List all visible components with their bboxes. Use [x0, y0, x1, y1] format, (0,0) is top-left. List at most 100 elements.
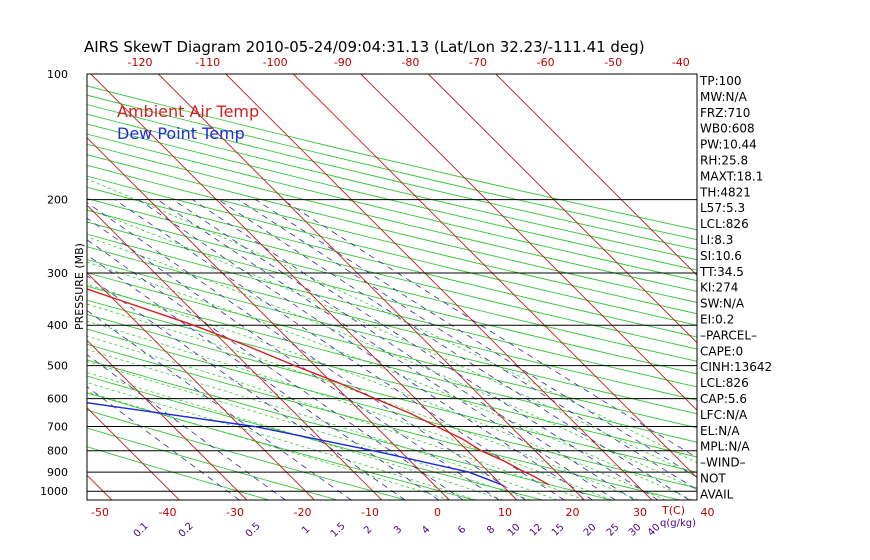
top-temp-tick-label: -50: [604, 56, 622, 69]
pressure-tick-label: 900: [47, 466, 68, 479]
isotherm-line: [87, 272, 315, 500]
mixing-ratio-line: [87, 275, 406, 500]
dry-adiabat-line: [87, 392, 475, 500]
index-item: EL:N/A: [700, 424, 740, 438]
index-item: TH:4821: [699, 185, 751, 199]
mixing-ratio-line: [114, 199, 565, 500]
moist-adiabat-line: [87, 303, 639, 500]
isotherm-line: [87, 137, 450, 500]
dry-adiabat-line: [87, 198, 697, 350]
dry-adiabat-line: [87, 233, 697, 388]
mixing-ratio-label: 0.1: [132, 521, 151, 540]
pressure-tick-label: 500: [47, 360, 68, 373]
dry-adiabat-line: [87, 221, 697, 375]
stability-indices: TP:100 MW:N/A FRZ:710 WB0:608 PW:10.44 RH:25.…: [699, 74, 772, 501]
mixing-ratio-line: [87, 217, 500, 500]
bottom-temperature-axis: -50 -40 -30 -20 -10 0 10 20 30 40: [91, 506, 714, 519]
legend: Ambient Air Temp Dew Point Temp: [117, 102, 259, 143]
bottom-temp-tick-label: 30: [633, 506, 647, 519]
moist-adiabat-line: [87, 361, 531, 500]
y-axis-label: PRESSURE (MB): [73, 243, 86, 330]
mixing-ratio-label: 15: [550, 522, 567, 539]
dry-adiabat-line: [87, 246, 697, 401]
dry-adiabat-line: [87, 133, 697, 282]
dry-adiabat-line: [87, 343, 680, 500]
bottom-temp-tick-label: -20: [294, 506, 312, 519]
isotherm-line: [292, 74, 697, 479]
mixing-ratio-label: 20: [582, 522, 599, 539]
pressure-tick-label: 200: [47, 194, 68, 207]
index-item: LCL:826: [700, 217, 749, 231]
index-item: MPL:N/A: [700, 440, 750, 454]
index-item: RH:25.8: [700, 154, 748, 168]
moist-adiabat-line: [87, 335, 585, 500]
top-temp-tick-label: -70: [469, 56, 487, 69]
isotherm-line: [87, 407, 180, 500]
index-item: AVAIL: [700, 487, 734, 501]
pressure-tick-label: 1000: [40, 485, 68, 498]
top-temperature-axis: -120 -110 -100 -90 -80 -70 -60 -50 -40: [128, 56, 690, 69]
moist-adiabat-line: [87, 284, 666, 500]
mixing-ratio-label: 3: [392, 524, 404, 536]
mixing-ratio-label: 0.2: [177, 521, 196, 540]
isotherm-line: [87, 339, 248, 500]
dry-adiabat-line: [87, 104, 697, 251]
index-item: CAP:5.6: [700, 392, 747, 406]
dry-adiabat-line: [87, 164, 697, 315]
mixing-ratio-label: 12: [528, 522, 545, 539]
dry-adiabat-line: [87, 359, 612, 500]
legend-ambient-air-temp: Ambient Air Temp: [117, 102, 259, 121]
mixing-ratio-label: 30: [627, 522, 644, 539]
dew-point-temp-line: [87, 402, 502, 486]
index-item: WB0:608: [700, 122, 755, 136]
index-item: L57:5.3: [700, 201, 745, 215]
dry-adiabat-line: [87, 175, 697, 326]
bottom-temp-tick-label: -50: [91, 506, 109, 519]
top-temp-tick-label: -120: [128, 56, 153, 69]
isotherm-line: [495, 74, 697, 276]
pressure-tick-label: 700: [47, 421, 68, 434]
bottom-temp-tick-label: -10: [361, 506, 379, 519]
index-item: –PARCEL–: [700, 328, 757, 342]
bottom-temp-tick-label: -30: [226, 506, 244, 519]
pressure-axis: 100 200 300 400 500 600 700 800 900 1000: [40, 68, 68, 498]
bottom-temp-tick-label: -40: [159, 506, 177, 519]
mixing-ratio-line: [138, 199, 593, 500]
mixing-ratio-line: [282, 199, 697, 459]
dry-adiabat-line: [87, 259, 697, 415]
top-temp-tick-label: -60: [537, 56, 555, 69]
dry-adiabat-line: [87, 209, 697, 362]
mixing-ratio-label: 4: [420, 524, 432, 536]
index-item: LFC:N/A: [700, 408, 748, 422]
legend-dew-point-temp: Dew Point Temp: [117, 124, 245, 143]
mixing-ratio-line: [172, 199, 635, 500]
isotherm-line: [0, 74, 44, 500]
index-item: SI:10.6: [700, 249, 742, 263]
index-item: KI:274: [700, 281, 738, 295]
mixing-ratio-line: [87, 386, 240, 500]
mixing-ratio-line: [87, 239, 464, 500]
index-item: TP:100: [699, 74, 742, 88]
mixing-ratio-line: [217, 199, 690, 500]
top-temp-tick-label: -110: [195, 56, 220, 69]
isotherms: [0, 74, 697, 500]
pressure-tick-label: 800: [47, 445, 68, 458]
isotherm-line: [87, 474, 113, 500]
mixing-ratio-labels: 0.1 0.2 0.5 1 1.5 2 3 4 6 8 10 12 15 20 25 30 40: [132, 521, 663, 540]
mixing-ratio-unit: q(g/kg): [660, 518, 696, 529]
mixing-ratio-line: [87, 202, 526, 500]
top-temp-tick-label: -40: [672, 56, 690, 69]
chart-title: AIRS SkewT Diagram 2010-05-24/09:04:31.1…: [84, 38, 645, 56]
dry-adiabat-line: [87, 285, 697, 443]
mixing-ratio-label: 10: [506, 522, 523, 539]
dry-adiabat-line: [87, 123, 697, 271]
index-item: –WIND–: [700, 456, 746, 470]
mixing-ratio-line: [192, 199, 659, 500]
index-item: LCL:826: [700, 376, 749, 390]
dry-adiabat-line: [87, 409, 406, 500]
mixing-ratio-lines: [87, 199, 697, 500]
isotherm-line: [225, 74, 653, 500]
isotherm-line: [360, 74, 697, 411]
moist-adiabat-line: [87, 208, 697, 477]
dry-adiabat-line: [87, 272, 697, 429]
